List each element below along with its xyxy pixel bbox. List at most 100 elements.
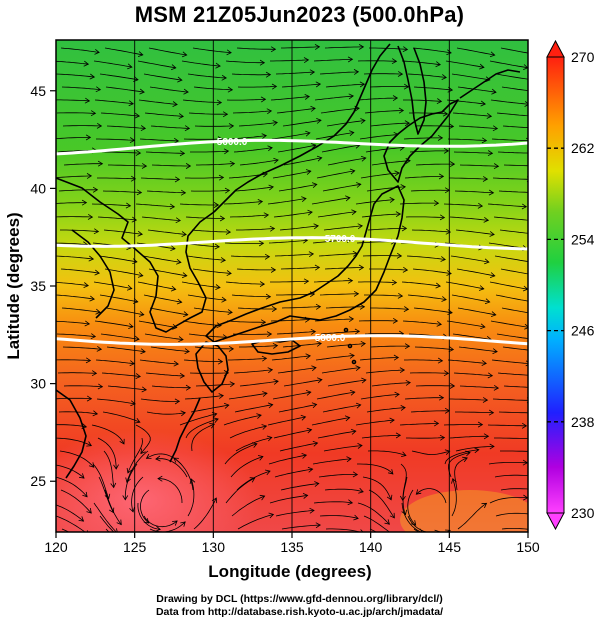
x-tick-label: 130	[202, 539, 226, 555]
streamline	[401, 502, 422, 532]
streamline-arrow	[415, 489, 422, 495]
streamline	[411, 229, 451, 233]
streamline-arrow	[128, 323, 134, 329]
streamline-arrow	[521, 422, 528, 429]
streamline-arrow	[301, 453, 308, 459]
streamline-arrow	[266, 331, 273, 338]
streamline	[497, 151, 528, 154]
streamline	[324, 267, 364, 270]
streamline-arrow	[534, 52, 539, 57]
streamline	[101, 372, 141, 377]
streamline-arrow	[226, 270, 232, 277]
x-tick-label: 140	[359, 539, 383, 555]
streamline-arrow	[360, 155, 367, 162]
streamline	[227, 135, 267, 140]
streamline	[270, 96, 310, 101]
streamline-arrow	[351, 209, 357, 216]
streamline-arrow	[176, 298, 183, 305]
streamline-arrow	[301, 196, 307, 203]
streamline-arrow	[221, 74, 227, 81]
streamline-arrow	[395, 432, 402, 439]
streamline	[320, 107, 360, 114]
streamline-arrow	[446, 49, 452, 56]
streamline-arrow	[214, 243, 220, 250]
streamline-arrow	[219, 215, 226, 222]
streamline	[280, 483, 319, 491]
streamline	[276, 331, 316, 335]
streamline	[279, 442, 318, 452]
streamline-arrow	[386, 494, 393, 501]
credits: Drawing by DCL (https://www.gfd-dennou.o…	[0, 593, 599, 619]
streamline	[487, 203, 527, 208]
streamline	[498, 190, 528, 193]
streamline-arrow	[344, 415, 351, 422]
streamline-arrow	[216, 99, 223, 106]
streamline	[273, 429, 312, 439]
streamline-arrow	[482, 397, 489, 403]
map-title: MSM 21Z05Jun2023 (500.0hPa)	[134, 2, 465, 27]
streamline-arrow	[267, 145, 273, 152]
streamline	[489, 497, 528, 504]
streamline	[449, 177, 488, 180]
x-tick-label: 145	[438, 539, 462, 555]
streamline-arrow	[536, 89, 541, 94]
streamline-arrow	[536, 528, 541, 533]
streamline	[271, 132, 310, 140]
streamline-arrow	[218, 393, 224, 399]
streamline-arrow	[487, 372, 494, 379]
streamline	[358, 97, 398, 101]
streamline-arrow	[534, 272, 539, 277]
streamline	[501, 528, 528, 530]
streamline	[450, 255, 489, 263]
streamline	[269, 495, 308, 504]
streamline	[415, 163, 455, 166]
y-axis: 25 30 35 40 45	[30, 83, 56, 489]
streamline	[357, 502, 390, 525]
streamline-arrow	[486, 112, 493, 119]
streamline	[364, 333, 404, 335]
streamline-arrow	[397, 292, 404, 299]
streamline-arrow	[394, 391, 400, 398]
credits-data: Data from http://database.rish.kyoto-u.a…	[155, 606, 444, 618]
streamline	[402, 476, 408, 515]
streamline-arrow	[228, 123, 235, 130]
streamline-arrow	[309, 69, 316, 76]
streamline	[326, 343, 366, 348]
streamline-arrow	[213, 417, 219, 423]
streamline	[457, 86, 497, 93]
streamline-arrow	[531, 336, 536, 341]
streamline-arrow	[308, 251, 315, 258]
streamline-arrow	[180, 410, 186, 417]
streamline-arrow	[404, 120, 411, 127]
streamline	[368, 489, 395, 519]
streamline	[492, 398, 528, 401]
streamline	[185, 418, 219, 439]
streamline-arrow	[303, 57, 310, 64]
streamline	[276, 107, 316, 114]
streamline	[316, 391, 355, 400]
streamline	[324, 46, 364, 49]
streamline	[283, 157, 322, 166]
contour-label: 5880.0	[315, 333, 346, 344]
streamline	[270, 59, 309, 62]
streamline	[494, 437, 528, 439]
streamline-arrow	[185, 163, 192, 169]
streamline-arrow	[360, 118, 366, 124]
streamline	[457, 307, 496, 316]
streamline	[268, 454, 307, 465]
streamline-arrow	[531, 113, 536, 118]
streamline	[502, 346, 528, 351]
streamline	[56, 333, 96, 337]
streamline-arrow	[84, 320, 91, 327]
streamline	[443, 424, 483, 426]
streamline	[94, 99, 134, 105]
streamline-arrow	[183, 88, 189, 95]
streamline	[151, 164, 191, 167]
streamline-arrow	[215, 284, 221, 290]
streamline-arrow	[85, 134, 92, 141]
streamline-arrow	[533, 190, 537, 195]
streamline	[403, 99, 442, 102]
streamline	[60, 268, 100, 274]
streamline	[490, 320, 528, 328]
streamline	[370, 345, 410, 348]
